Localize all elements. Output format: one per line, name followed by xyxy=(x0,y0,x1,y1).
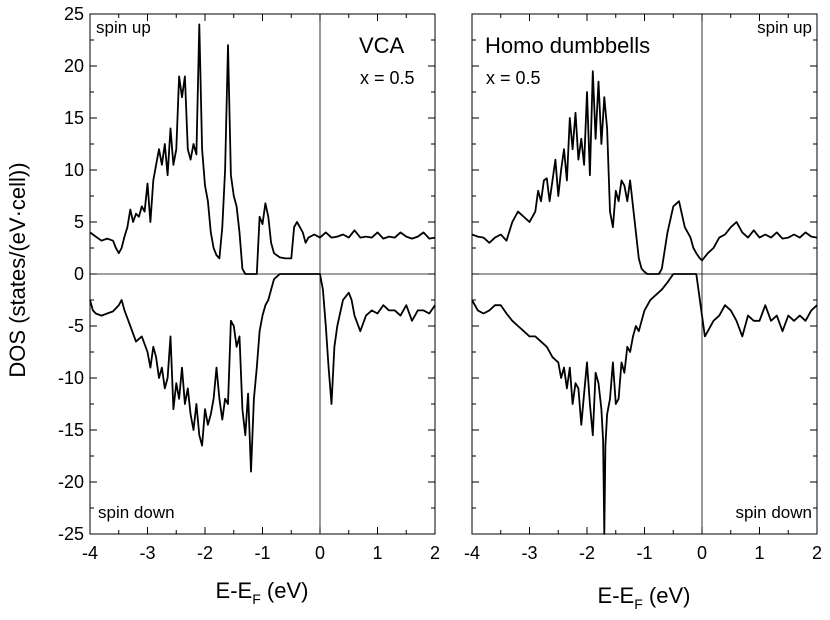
x-axis-title: E-EF (eV) xyxy=(598,583,691,612)
x-axis-title-main: E-E xyxy=(216,578,253,603)
dos-curves xyxy=(89,23,436,473)
y-tick-label: -5 xyxy=(68,316,84,336)
tick-labels: -4 -3 -2 -1 0 1 2 xyxy=(464,543,822,563)
y-tick-label: -20 xyxy=(58,472,84,492)
spin-up-label: spin up xyxy=(757,18,812,37)
spin-down-label: spin down xyxy=(98,503,175,522)
x-axis-title-subscript: F xyxy=(634,596,643,612)
x-tick-label: 0 xyxy=(315,543,325,563)
reference-lines xyxy=(90,14,435,534)
spin-up-curve xyxy=(89,23,436,275)
panel-annotation: x = 0.5 xyxy=(360,68,415,88)
x-tick-label: -3 xyxy=(521,543,537,563)
x-axis-title-main: E-E xyxy=(598,583,635,608)
x-tick-label: 2 xyxy=(430,543,440,563)
x-tick-label: -4 xyxy=(464,543,480,563)
dos-curves xyxy=(471,70,818,535)
x-tick-label: -1 xyxy=(254,543,270,563)
x-tick-label: -4 xyxy=(82,543,98,563)
y-tick-label: -25 xyxy=(58,524,84,544)
x-tick-label: -1 xyxy=(636,543,652,563)
x-axis-title: E-EF (eV) xyxy=(216,578,309,607)
x-axis-title-unit: (eV) xyxy=(261,578,309,603)
y-tick-label: -15 xyxy=(58,420,84,440)
tick-marks xyxy=(471,13,818,535)
x-tick-label: 2 xyxy=(812,543,822,563)
spin-up-curve xyxy=(471,70,818,275)
panel-title: Homo dumbbells xyxy=(485,33,650,58)
x-axis-title-subscript: F xyxy=(252,591,261,607)
y-tick-label: 15 xyxy=(64,108,84,128)
spin-up-label: spin up xyxy=(96,18,151,37)
x-tick-label: -2 xyxy=(197,543,213,563)
x-tick-label: 1 xyxy=(754,543,764,563)
y-tick-label: 20 xyxy=(64,56,84,76)
y-tick-label: 5 xyxy=(74,212,84,232)
y-tick-label: 25 xyxy=(64,4,84,24)
x-tick-label: -2 xyxy=(579,543,595,563)
panel-annotation: x = 0.5 xyxy=(486,68,541,88)
x-tick-label: 0 xyxy=(697,543,707,563)
y-tick-label: 0 xyxy=(74,264,84,284)
y-axis-title: DOS (states/(eV·cell)) xyxy=(5,162,30,377)
x-tick-label: -3 xyxy=(139,543,155,563)
reference-lines xyxy=(472,14,817,534)
spin-down-label: spin down xyxy=(735,503,812,522)
panel-homo-dumbbells: -4 -3 -2 -1 0 1 2 spin up spin down Homo dumbb… xyxy=(464,13,822,612)
x-axis-title-unit: (eV) xyxy=(643,583,691,608)
spin-down-curve xyxy=(471,273,818,535)
panel-title: VCA xyxy=(359,33,405,58)
x-tick-label: 1 xyxy=(372,543,382,563)
spin-down-curve xyxy=(89,273,436,473)
y-tick-label: -10 xyxy=(58,368,84,388)
y-tick-label: 10 xyxy=(64,160,84,180)
